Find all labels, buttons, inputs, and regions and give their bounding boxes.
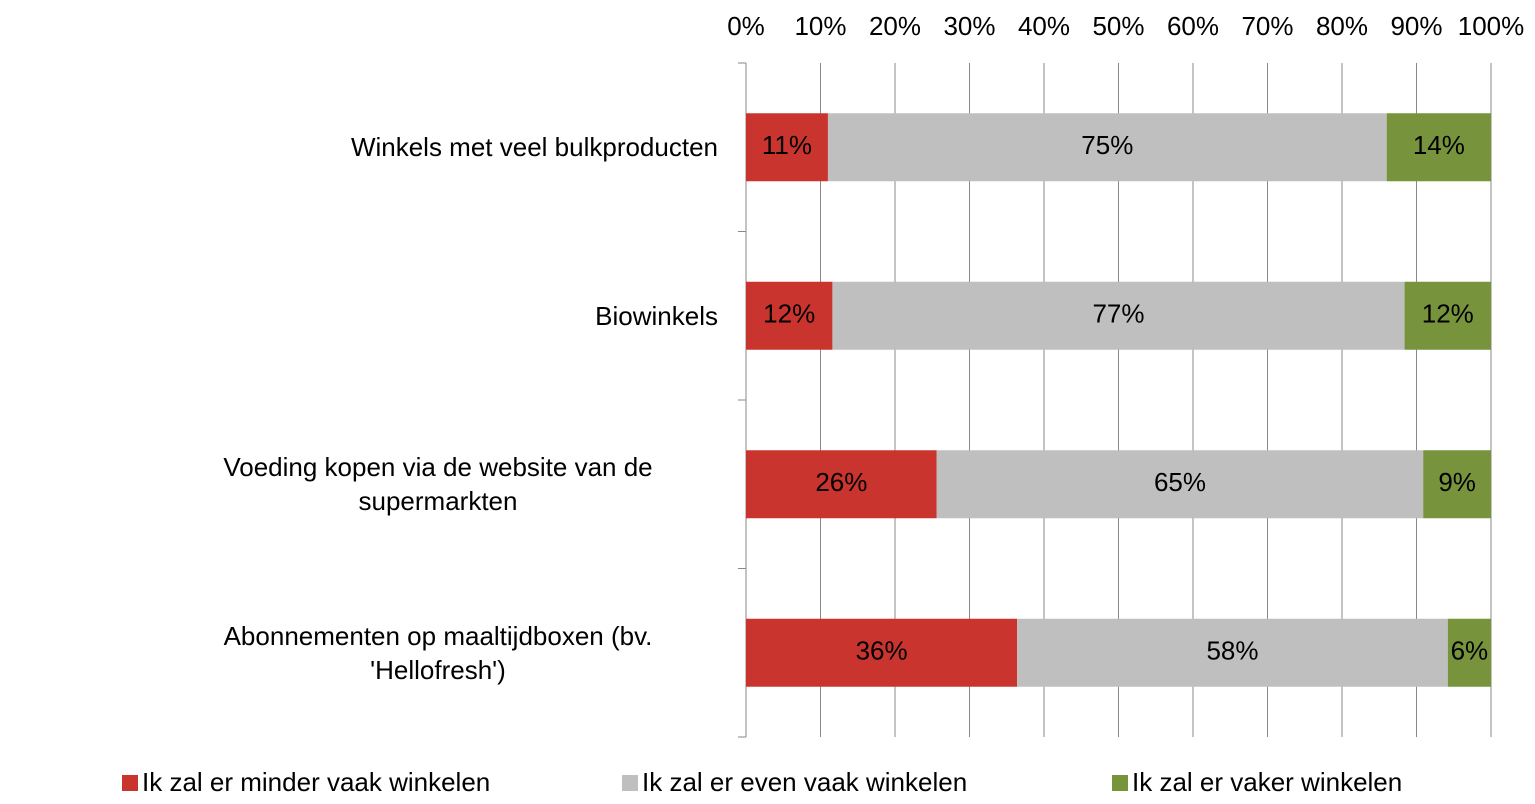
bar-segment — [1404, 281, 1491, 350]
category-label-box: Biowinkels — [12, 261, 718, 371]
data-label: 75% — [1081, 130, 1133, 160]
x-tick-label: 10% — [794, 11, 846, 41]
data-label: 12% — [1422, 299, 1474, 329]
legend-label: Ik zal er minder vaak winkelen — [142, 767, 490, 797]
x-tick-label: 40% — [1018, 11, 1070, 41]
data-label: 9% — [1438, 467, 1476, 497]
category-label-box: Winkels met veel bulkproducten — [12, 92, 718, 202]
bar-segment — [746, 113, 828, 182]
category-label-wrap: Winkels met veel bulkproducten — [12, 92, 718, 202]
x-tick-label: 90% — [1390, 11, 1442, 41]
category-label-wrap: Abonnementen op maaltijdboxen (bv. 'Hell… — [12, 598, 718, 708]
legend-label: Ik zal er even vaak winkelen — [642, 767, 967, 797]
data-label: 77% — [1092, 299, 1144, 329]
data-label: 6% — [1451, 636, 1489, 666]
category-label-box: Voeding kopen via de website van de supe… — [12, 429, 718, 539]
data-label: 65% — [1154, 467, 1206, 497]
legend-swatch — [622, 775, 638, 791]
x-tick-label: 50% — [1092, 11, 1144, 41]
data-label: 12% — [763, 299, 815, 329]
x-tick-label: 80% — [1316, 11, 1368, 41]
bar-segment — [1017, 618, 1448, 687]
legend-swatch — [1112, 775, 1128, 791]
legend-swatch — [122, 775, 138, 791]
x-tick-label: 20% — [869, 11, 921, 41]
data-label: 14% — [1413, 130, 1465, 160]
y-tick-label: Voeding kopen via de website van de supe… — [223, 452, 653, 517]
data-label: 11% — [762, 130, 812, 160]
bar-segment — [1423, 450, 1491, 519]
x-tick-label: 60% — [1167, 11, 1219, 41]
x-tick-label: 30% — [943, 11, 995, 41]
data-label: 26% — [815, 467, 867, 497]
category-label-wrap: Biowinkels — [12, 261, 718, 371]
data-label: 36% — [856, 636, 908, 666]
legend-label: Ik zal er vaker winkelen — [1132, 767, 1402, 797]
x-tick-label: 0% — [727, 11, 765, 41]
y-tick-label: Abonnementen op maaltijdboxen (bv. 'Hell… — [223, 620, 653, 685]
data-label: 58% — [1206, 636, 1258, 666]
y-tick-label: Winkels met veel bulkproducten — [350, 132, 718, 163]
bar-segment — [746, 450, 937, 519]
bar-segment — [1447, 618, 1491, 687]
category-label-box: Abonnementen op maaltijdboxen (bv. 'Hell… — [12, 598, 718, 708]
y-tick-label: Biowinkels — [595, 300, 718, 331]
bar-segment — [832, 281, 1405, 350]
bar-segment — [827, 113, 1387, 182]
bar-segment — [1386, 113, 1491, 182]
bar-segment — [936, 450, 1424, 519]
category-label-wrap: Voeding kopen via de website van de supe… — [12, 429, 718, 539]
x-tick-label: 100% — [1458, 11, 1525, 41]
x-tick-label: 70% — [1241, 11, 1293, 41]
bar-segment — [746, 281, 833, 350]
bar-segment — [746, 618, 1018, 687]
